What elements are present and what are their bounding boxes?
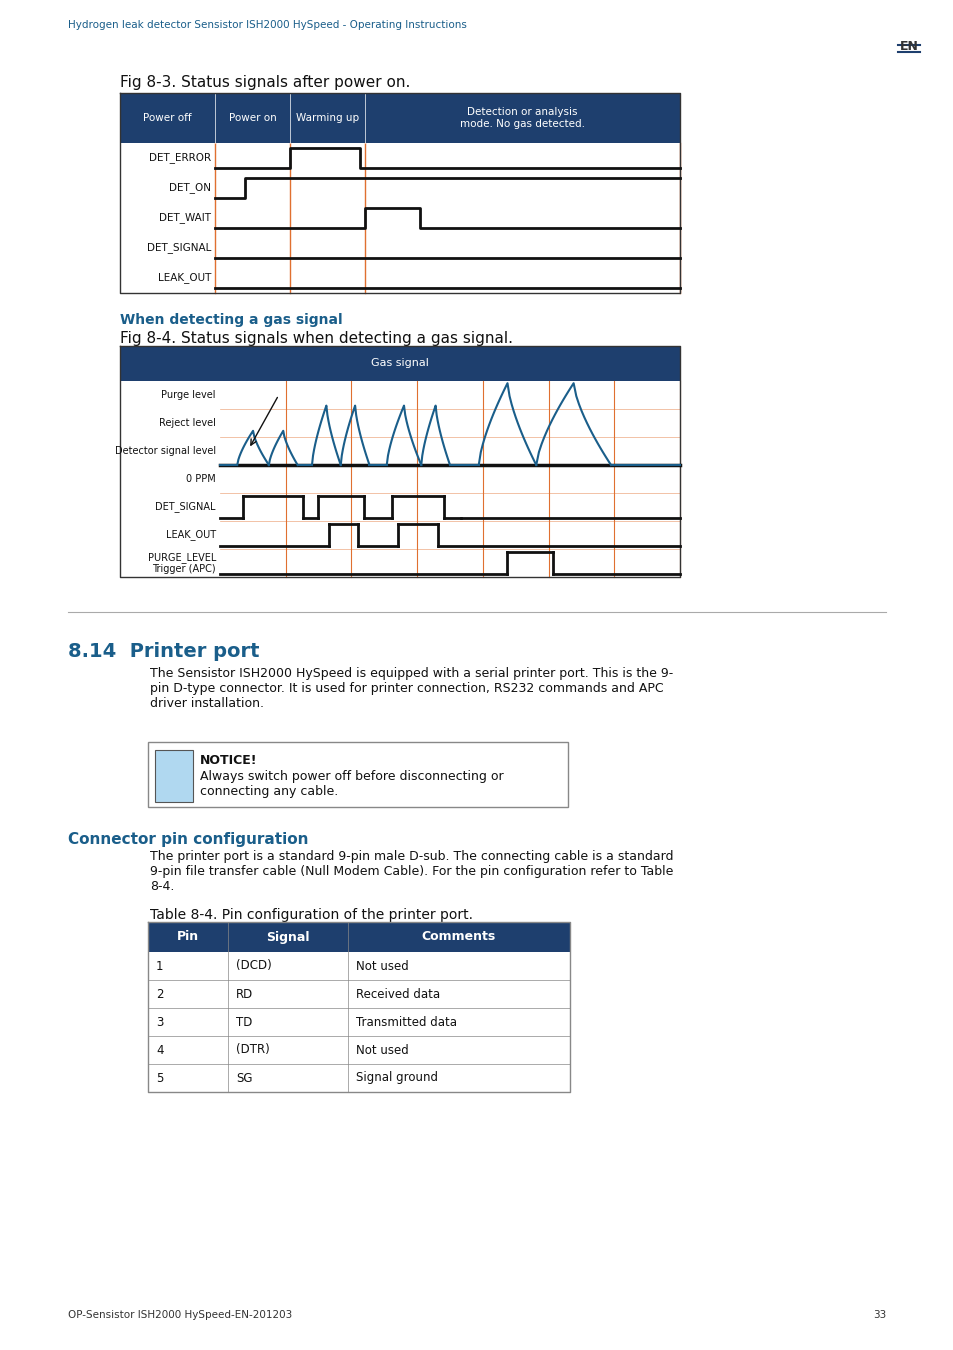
- Text: Not used: Not used: [355, 960, 408, 972]
- Text: Gas signal: Gas signal: [371, 359, 429, 369]
- FancyBboxPatch shape: [148, 743, 567, 807]
- Text: Power off: Power off: [143, 113, 192, 123]
- Text: DET_SIGNAL: DET_SIGNAL: [147, 243, 211, 254]
- Text: Warming up: Warming up: [295, 113, 358, 123]
- Text: Power on: Power on: [229, 113, 276, 123]
- Text: Comments: Comments: [421, 930, 496, 944]
- Bar: [154, 751, 193, 802]
- Text: (DTR): (DTR): [235, 1044, 270, 1057]
- Text: 33: 33: [872, 1310, 885, 1320]
- Text: Detector signal level: Detector signal level: [114, 446, 215, 456]
- Text: Pin: Pin: [176, 930, 199, 944]
- Bar: [120, 93, 679, 143]
- Text: Reject level: Reject level: [159, 418, 215, 428]
- Text: DET_ERROR: DET_ERROR: [149, 153, 211, 163]
- Text: Detection or analysis
mode. No gas detected.: Detection or analysis mode. No gas detec…: [459, 107, 584, 128]
- Text: The Sensistor ISH2000 HySpeed is equipped with a serial printer port. This is th: The Sensistor ISH2000 HySpeed is equippe…: [150, 667, 673, 710]
- Bar: [148, 922, 569, 952]
- Text: NOTICE!: NOTICE!: [200, 755, 257, 767]
- Text: 4: 4: [156, 1044, 163, 1057]
- Text: Connector pin configuration: Connector pin configuration: [68, 832, 308, 846]
- Text: Signal: Signal: [266, 930, 310, 944]
- Text: EN: EN: [899, 40, 918, 53]
- Text: Not used: Not used: [355, 1044, 408, 1057]
- Text: DET_WAIT: DET_WAIT: [159, 212, 211, 224]
- Text: DET_SIGNAL: DET_SIGNAL: [155, 502, 215, 513]
- Text: 0 PPM: 0 PPM: [186, 474, 215, 485]
- Text: DET_ON: DET_ON: [169, 182, 211, 193]
- Text: Received data: Received data: [355, 987, 439, 1000]
- Text: Always switch power off before disconnecting or
connecting any cable.: Always switch power off before disconnec…: [200, 769, 503, 798]
- Text: (DCD): (DCD): [235, 960, 272, 972]
- Text: Signal ground: Signal ground: [355, 1072, 437, 1084]
- Text: 8.14  Printer port: 8.14 Printer port: [68, 643, 259, 662]
- Text: SG: SG: [235, 1072, 253, 1084]
- Bar: [120, 346, 679, 381]
- Text: RD: RD: [235, 987, 253, 1000]
- Text: 5: 5: [156, 1072, 163, 1084]
- Text: OP-Sensistor ISH2000 HySpeed-EN-201203: OP-Sensistor ISH2000 HySpeed-EN-201203: [68, 1310, 292, 1320]
- Text: Fig 8-3. Status signals after power on.: Fig 8-3. Status signals after power on.: [120, 76, 410, 90]
- Text: 1: 1: [156, 960, 163, 972]
- Text: Purge level: Purge level: [161, 390, 215, 400]
- Text: LEAK_OUT: LEAK_OUT: [157, 273, 211, 284]
- Text: LEAK_OUT: LEAK_OUT: [166, 529, 215, 540]
- Text: 2: 2: [156, 987, 163, 1000]
- Text: When detecting a gas signal: When detecting a gas signal: [120, 313, 342, 327]
- Text: Hydrogen leak detector Sensistor ISH2000 HySpeed - Operating Instructions: Hydrogen leak detector Sensistor ISH2000…: [68, 20, 466, 30]
- Text: Fig 8-4. Status signals when detecting a gas signal.: Fig 8-4. Status signals when detecting a…: [120, 331, 513, 346]
- Text: The printer port is a standard 9-pin male D-sub. The connecting cable is a stand: The printer port is a standard 9-pin mal…: [150, 850, 673, 892]
- Text: TD: TD: [235, 1015, 253, 1029]
- Text: PURGE_LEVEL
Trigger (APC): PURGE_LEVEL Trigger (APC): [148, 552, 215, 574]
- Text: 3: 3: [156, 1015, 163, 1029]
- Text: Transmitted data: Transmitted data: [355, 1015, 456, 1029]
- Text: Table 8-4. Pin configuration of the printer port.: Table 8-4. Pin configuration of the prin…: [150, 909, 473, 922]
